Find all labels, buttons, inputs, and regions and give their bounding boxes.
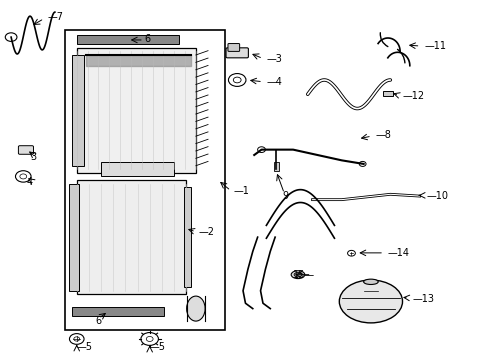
FancyBboxPatch shape: [227, 44, 239, 51]
Ellipse shape: [363, 279, 377, 284]
Text: 3: 3: [30, 152, 36, 162]
Bar: [273, 162, 278, 171]
Text: —1: —1: [233, 186, 249, 196]
Text: —14: —14: [387, 248, 409, 258]
FancyBboxPatch shape: [225, 48, 248, 58]
Text: —8: —8: [375, 130, 391, 140]
Text: —10: —10: [426, 191, 448, 201]
FancyBboxPatch shape: [19, 146, 33, 154]
Bar: [72, 307, 164, 316]
Text: 15—: 15—: [292, 270, 314, 280]
Ellipse shape: [293, 273, 301, 277]
Text: —4: —4: [266, 77, 282, 87]
Text: 4: 4: [27, 177, 33, 187]
Ellipse shape: [290, 271, 304, 279]
Text: —13: —13: [411, 294, 433, 303]
Text: 9: 9: [282, 191, 288, 201]
Text: —12: —12: [402, 91, 424, 101]
Text: —3: —3: [266, 54, 282, 64]
Ellipse shape: [339, 280, 402, 323]
Bar: [72, 55, 84, 166]
Text: —7: —7: [47, 13, 63, 22]
Text: —2: —2: [198, 227, 214, 237]
Bar: [183, 187, 191, 287]
Text: —11: —11: [424, 41, 446, 51]
Ellipse shape: [186, 296, 204, 321]
Bar: [77, 180, 186, 294]
Bar: [77, 35, 179, 44]
Text: 6: 6: [144, 34, 150, 44]
Bar: [69, 184, 79, 291]
Bar: [77, 48, 196, 173]
Bar: [101, 162, 174, 176]
Text: 6: 6: [95, 316, 102, 326]
Text: —5: —5: [77, 342, 93, 352]
Bar: [382, 91, 392, 96]
Text: —5: —5: [149, 342, 165, 352]
